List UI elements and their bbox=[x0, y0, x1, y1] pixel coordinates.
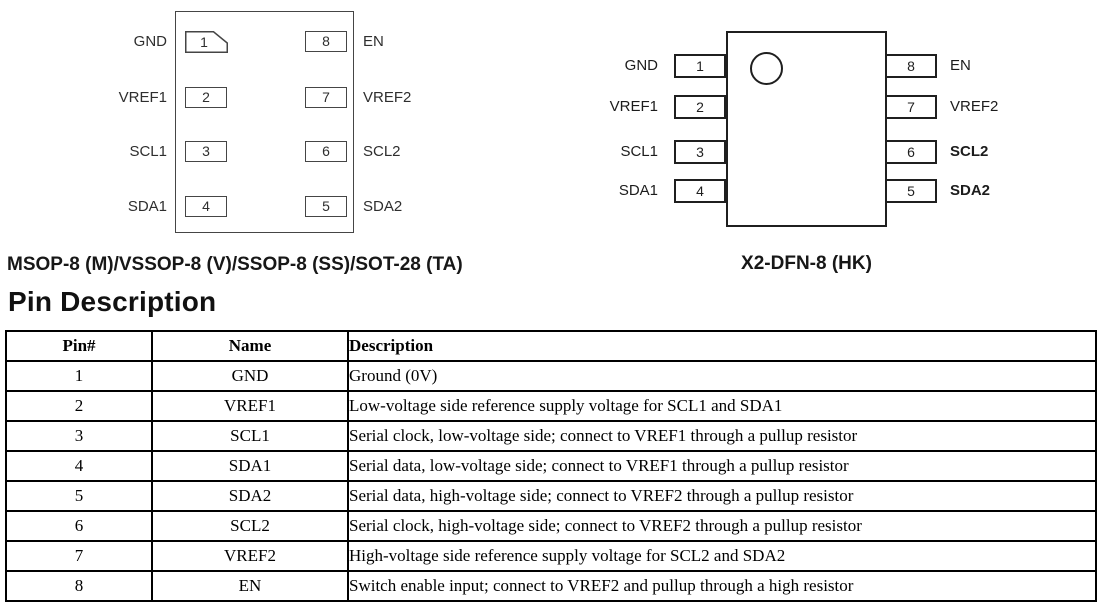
table-header-desc: Description bbox=[347, 330, 1097, 362]
dfn-pin-box-4: 4 bbox=[674, 179, 726, 203]
dfn-pin-box-3: 3 bbox=[674, 140, 726, 164]
pin-name-cell: SCL1 bbox=[151, 420, 349, 452]
pin-desc-cell: Ground (0V) bbox=[347, 360, 1097, 392]
pin-number-cell: 3 bbox=[5, 420, 153, 452]
msop-pin-box-7: 7 bbox=[305, 87, 347, 108]
msop-pin-number-1: 1 bbox=[200, 34, 208, 50]
pin-name-cell: SDA1 bbox=[151, 450, 349, 482]
msop-pin-label-scl1: SCL1 bbox=[129, 143, 167, 160]
dfn-pin-box-1: 1 bbox=[674, 54, 726, 78]
pin-desc-cell: Serial data, high-voltage side; connect … bbox=[347, 480, 1097, 512]
pin-number-cell: 5 bbox=[5, 480, 153, 512]
table-header-row: Pin# Name Description bbox=[5, 330, 1097, 362]
table-header-pin: Pin# bbox=[5, 330, 153, 362]
dfn-pin-box-7: 7 bbox=[885, 95, 937, 119]
table-row: 1 GND Ground (0V) bbox=[5, 360, 1097, 392]
msop-pin-box-5: 5 bbox=[305, 196, 347, 217]
package-caption-msop: MSOP-8 (M)/VSSOP-8 (V)/SSOP-8 (SS)/SOT-2… bbox=[7, 254, 463, 275]
msop-pin-box-2: 2 bbox=[185, 87, 227, 108]
pin-name-cell: VREF1 bbox=[151, 390, 349, 422]
pin-number-cell: 2 bbox=[5, 390, 153, 422]
pin-number-cell: 8 bbox=[5, 570, 153, 602]
pin-number-cell: 6 bbox=[5, 510, 153, 542]
dfn-pin-box-5: 5 bbox=[885, 179, 937, 203]
pin-desc-cell: Serial clock, low-voltage side; connect … bbox=[347, 420, 1097, 452]
dfn-pin-label-vref2: VREF2 bbox=[950, 98, 999, 115]
msop-pin-label-en: EN bbox=[363, 33, 384, 50]
dfn-pin-label-scl1: SCL1 bbox=[620, 143, 658, 160]
msop-pin-box-8: 8 bbox=[305, 31, 347, 52]
table-row: 2 VREF1 Low-voltage side reference suppl… bbox=[5, 390, 1097, 422]
pin-desc-cell: Serial data, low-voltage side; connect t… bbox=[347, 450, 1097, 482]
pin-name-cell: EN bbox=[151, 570, 349, 602]
dfn-pin-label-sda1: SDA1 bbox=[618, 182, 658, 199]
table-row: 8 EN Switch enable input; connect to VRE… bbox=[5, 570, 1097, 602]
pin-number-cell: 7 bbox=[5, 540, 153, 572]
pin-description-table: Pin# Name Description 1 GND Ground (0V) … bbox=[5, 330, 1097, 602]
msop-pin-box-3: 3 bbox=[185, 141, 227, 162]
section-heading: Pin Description bbox=[8, 286, 217, 317]
msop-pin-label-sda1: SDA1 bbox=[127, 198, 167, 215]
pin1-marker-icon bbox=[750, 52, 783, 85]
dfn-pin-label-gnd: GND bbox=[624, 57, 658, 74]
table-row: 3 SCL1 Serial clock, low-voltage side; c… bbox=[5, 420, 1097, 452]
dfn-chip-body bbox=[726, 31, 887, 227]
table-row: 5 SDA2 Serial data, high-voltage side; c… bbox=[5, 480, 1097, 512]
dfn-pin-label-sda2: SDA2 bbox=[950, 182, 991, 199]
pin-number-cell: 1 bbox=[5, 360, 153, 392]
msop-pin-label-gnd: GND bbox=[133, 33, 167, 50]
table-row: 4 SDA1 Serial data, low-voltage side; co… bbox=[5, 450, 1097, 482]
dfn-pin-label-scl2: SCL2 bbox=[950, 143, 989, 160]
package-caption-dfn: X2-DFN-8 (HK) bbox=[741, 253, 872, 274]
msop-pin-label-vref1: VREF1 bbox=[118, 89, 167, 106]
dfn-pin-box-2: 2 bbox=[674, 95, 726, 119]
pin-name-cell: SDA2 bbox=[151, 480, 349, 512]
pin-desc-cell: High-voltage side reference supply volta… bbox=[347, 540, 1097, 572]
pin-desc-cell: Serial clock, high-voltage side; connect… bbox=[347, 510, 1097, 542]
dfn-pin-box-8: 8 bbox=[885, 54, 937, 78]
table-row: 7 VREF2 High-voltage side reference supp… bbox=[5, 540, 1097, 572]
pin-name-cell: VREF2 bbox=[151, 540, 349, 572]
pin-desc-cell: Switch enable input; connect to VREF2 an… bbox=[347, 570, 1097, 602]
pin-desc-cell: Low-voltage side reference supply voltag… bbox=[347, 390, 1097, 422]
msop-pin-box-4: 4 bbox=[185, 196, 227, 217]
pin-number-cell: 4 bbox=[5, 450, 153, 482]
msop-pin-box-6: 6 bbox=[305, 141, 347, 162]
msop-pin-label-vref2: VREF2 bbox=[363, 89, 412, 106]
dfn-pin-label-en: EN bbox=[950, 57, 971, 74]
msop-pin-label-sda2: SDA2 bbox=[363, 198, 403, 215]
msop-pin-box-1: 1 bbox=[185, 31, 228, 53]
table-header-name: Name bbox=[151, 330, 349, 362]
dfn-pin-box-6: 6 bbox=[885, 140, 937, 164]
pin-name-cell: GND bbox=[151, 360, 349, 392]
dfn-pin-label-vref1: VREF1 bbox=[609, 98, 658, 115]
table-row: 6 SCL2 Serial clock, high-voltage side; … bbox=[5, 510, 1097, 542]
pin-name-cell: SCL2 bbox=[151, 510, 349, 542]
msop-pin-label-scl2: SCL2 bbox=[363, 143, 401, 160]
pin1-notch-icon bbox=[185, 31, 228, 53]
